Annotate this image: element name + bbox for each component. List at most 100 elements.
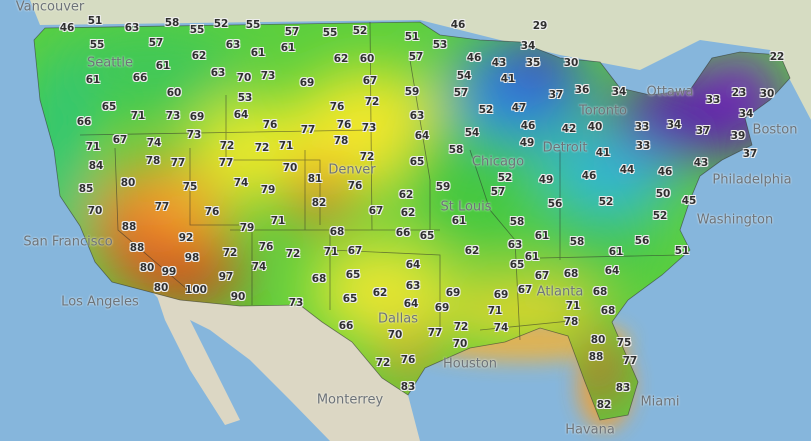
temperature-label: 40 bbox=[587, 120, 603, 133]
temperature-label: 68 bbox=[600, 304, 616, 317]
temperature-label: 82 bbox=[596, 398, 612, 411]
temperature-label: 76 bbox=[258, 240, 274, 253]
temperature-label: 88 bbox=[588, 350, 604, 363]
temperature-label: 61 bbox=[85, 73, 101, 86]
temperature-label: 35 bbox=[525, 56, 541, 69]
temperature-label: 70 bbox=[282, 161, 298, 174]
temperature-label: 76 bbox=[204, 205, 220, 218]
temperature-label: 66 bbox=[132, 71, 148, 84]
temperature-label: 34 bbox=[520, 39, 536, 52]
temperature-label: 71 bbox=[270, 214, 286, 227]
temperature-label: 68 bbox=[563, 267, 579, 280]
temperature-label: 39 bbox=[730, 129, 746, 142]
temperature-label: 63 bbox=[210, 66, 226, 79]
city-label: Denver bbox=[328, 162, 376, 178]
temperature-label: 70 bbox=[452, 337, 468, 350]
temperature-label: 72 bbox=[453, 320, 469, 333]
temperature-label: 30 bbox=[759, 87, 775, 100]
temperature-label: 64 bbox=[403, 297, 419, 310]
city-label: Dallas bbox=[378, 311, 418, 327]
temperature-label: 72 bbox=[219, 139, 235, 152]
temperature-label: 52 bbox=[598, 195, 614, 208]
temperature-label: 84 bbox=[88, 159, 104, 172]
temperature-label: 69 bbox=[299, 76, 315, 89]
temperature-label: 34 bbox=[666, 118, 682, 131]
temperature-label: 63 bbox=[409, 109, 425, 122]
temperature-label: 71 bbox=[487, 304, 503, 317]
temperature-label: 61 bbox=[608, 245, 624, 258]
temperature-label: 71 bbox=[85, 140, 101, 153]
temperature-label: 52 bbox=[478, 103, 494, 116]
temperature-label: 37 bbox=[695, 124, 711, 137]
temperature-label: 80 bbox=[153, 281, 169, 294]
temperature-label: 66 bbox=[76, 115, 92, 128]
temperature-label: 55 bbox=[245, 18, 261, 31]
temperature-label: 52 bbox=[497, 171, 513, 184]
temperature-label: 47 bbox=[511, 101, 527, 114]
city-label: Toronto bbox=[579, 103, 627, 119]
temperature-label: 61 bbox=[534, 229, 550, 242]
temperature-label: 99 bbox=[161, 265, 177, 278]
temperature-label: 33 bbox=[634, 120, 650, 133]
temperature-label: 98 bbox=[184, 251, 200, 264]
temperature-label: 62 bbox=[398, 188, 414, 201]
temperature-label: 67 bbox=[517, 283, 533, 296]
temperature-label: 69 bbox=[434, 301, 450, 314]
temperature-label: 46 bbox=[450, 18, 466, 31]
temperature-label: 77 bbox=[300, 123, 316, 136]
temperature-label: 71 bbox=[130, 109, 146, 122]
temperature-label: 72 bbox=[375, 356, 391, 369]
city-label: Chicago bbox=[471, 154, 525, 170]
temperature-label: 83 bbox=[400, 380, 416, 393]
temperature-label: 80 bbox=[139, 261, 155, 274]
temperature-label: 67 bbox=[534, 269, 550, 282]
temperature-label: 77 bbox=[154, 200, 170, 213]
temperature-label: 43 bbox=[491, 56, 507, 69]
temperature-label: 33 bbox=[635, 139, 651, 152]
temperature-label: 67 bbox=[112, 133, 128, 146]
temperature-label: 36 bbox=[574, 83, 590, 96]
city-label: Los Angeles bbox=[61, 294, 139, 310]
canada-land bbox=[30, 0, 811, 120]
temperature-label: 66 bbox=[338, 319, 354, 332]
city-label: St Louis bbox=[440, 199, 492, 215]
temperature-label: 37 bbox=[742, 147, 758, 160]
baja-peninsula bbox=[155, 290, 240, 425]
temperature-label: 64 bbox=[604, 264, 620, 277]
temperature-label: 92 bbox=[178, 231, 194, 244]
temperature-label: 78 bbox=[333, 134, 349, 147]
city-label: Vancouver bbox=[15, 0, 85, 15]
temperature-label: 76 bbox=[347, 179, 363, 192]
temperature-label: 65 bbox=[101, 100, 117, 113]
temperature-label: 34 bbox=[611, 85, 627, 98]
temperature-label: 46 bbox=[581, 169, 597, 182]
temperature-label: 68 bbox=[329, 225, 345, 238]
temperature-label: 65 bbox=[342, 292, 358, 305]
temperature-label: 90 bbox=[230, 290, 246, 303]
temperature-label: 74 bbox=[493, 321, 509, 334]
temperature-label: 58 bbox=[448, 143, 464, 156]
temperature-label: 59 bbox=[404, 85, 420, 98]
temperature-label: 65 bbox=[409, 155, 425, 168]
temperature-label: 62 bbox=[333, 52, 349, 65]
city-label: San Francisco bbox=[23, 234, 113, 250]
temperature-label: 80 bbox=[590, 333, 606, 346]
temperature-label: 62 bbox=[464, 244, 480, 257]
temperature-label: 59 bbox=[435, 180, 451, 193]
temperature-label: 46 bbox=[657, 165, 673, 178]
temperature-label: 74 bbox=[146, 136, 162, 149]
temperature-label: 62 bbox=[372, 286, 388, 299]
temperature-label: 81 bbox=[307, 172, 323, 185]
temperature-label: 73 bbox=[260, 69, 276, 82]
temperature-label: 53 bbox=[237, 91, 253, 104]
temperature-label: 51 bbox=[674, 244, 690, 257]
temperature-label: 49 bbox=[538, 173, 554, 186]
temperature-label: 43 bbox=[693, 156, 709, 169]
temperature-label: 45 bbox=[681, 194, 697, 207]
city-label: Miami bbox=[640, 394, 680, 410]
temperature-label: 52 bbox=[352, 24, 368, 37]
temperature-label: 52 bbox=[213, 17, 229, 30]
temperature-label: 61 bbox=[524, 250, 540, 263]
temperature-label: 33 bbox=[705, 93, 721, 106]
